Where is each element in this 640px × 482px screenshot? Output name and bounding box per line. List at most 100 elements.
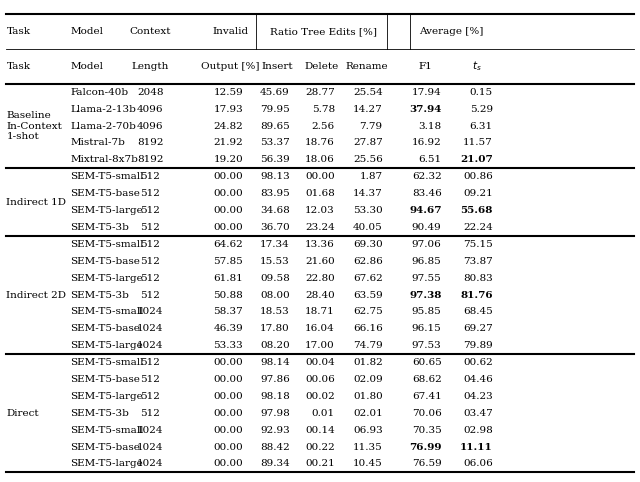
Text: 11.57: 11.57	[463, 138, 493, 147]
Text: 6.51: 6.51	[419, 155, 442, 164]
Text: 02.09: 02.09	[353, 375, 383, 384]
Text: 22.24: 22.24	[463, 223, 493, 232]
Text: 95.85: 95.85	[412, 308, 442, 316]
Text: Indirect 2D: Indirect 2D	[6, 291, 67, 299]
Text: 00.06: 00.06	[305, 375, 335, 384]
Text: 512: 512	[140, 223, 161, 232]
Text: SEM-T5-large: SEM-T5-large	[70, 392, 143, 401]
Text: 512: 512	[140, 257, 161, 266]
Text: Delete: Delete	[305, 62, 339, 71]
Text: 00.00: 00.00	[214, 375, 243, 384]
Text: 4096: 4096	[137, 105, 164, 114]
Text: $t_s$: $t_s$	[472, 60, 482, 73]
Text: Indirect 1D: Indirect 1D	[6, 198, 67, 207]
Text: SEM-T5-small: SEM-T5-small	[70, 240, 144, 249]
Text: 98.13: 98.13	[260, 172, 290, 181]
Text: 67.62: 67.62	[353, 274, 383, 282]
Text: 00.00: 00.00	[214, 206, 243, 215]
Text: 97.98: 97.98	[260, 409, 290, 418]
Text: 00.86: 00.86	[463, 172, 493, 181]
Text: 512: 512	[140, 274, 161, 282]
Text: 8192: 8192	[137, 155, 164, 164]
Text: Context: Context	[130, 27, 171, 36]
Text: 40.05: 40.05	[353, 223, 383, 232]
Text: 97.38: 97.38	[409, 291, 442, 299]
Text: 68.62: 68.62	[412, 375, 442, 384]
Text: 24.82: 24.82	[214, 121, 243, 131]
Text: 23.24: 23.24	[305, 223, 335, 232]
Text: 28.77: 28.77	[305, 88, 335, 97]
Text: SEM-T5-base: SEM-T5-base	[70, 324, 140, 333]
Text: 2.56: 2.56	[312, 121, 335, 131]
Text: SEM-T5-large: SEM-T5-large	[70, 206, 143, 215]
Text: 17.94: 17.94	[412, 88, 442, 97]
Text: 97.53: 97.53	[412, 341, 442, 350]
Text: 69.30: 69.30	[353, 240, 383, 249]
Text: 00.00: 00.00	[214, 459, 243, 469]
Text: 62.75: 62.75	[353, 308, 383, 316]
Text: 79.89: 79.89	[463, 341, 493, 350]
Text: 18.53: 18.53	[260, 308, 290, 316]
Text: 00.62: 00.62	[463, 358, 493, 367]
Text: 68.45: 68.45	[463, 308, 493, 316]
Text: Baseline
In-Context
1-shot: Baseline In-Context 1-shot	[6, 111, 62, 141]
Text: 97.86: 97.86	[260, 375, 290, 384]
Text: 81.76: 81.76	[460, 291, 493, 299]
Text: 4096: 4096	[137, 121, 164, 131]
Text: 10.45: 10.45	[353, 459, 383, 469]
Text: 92.93: 92.93	[260, 426, 290, 435]
Text: 3.18: 3.18	[419, 121, 442, 131]
Text: 17.00: 17.00	[305, 341, 335, 350]
Text: Model: Model	[70, 27, 104, 36]
Text: Llama-2-13b: Llama-2-13b	[70, 105, 136, 114]
Text: 94.67: 94.67	[409, 206, 442, 215]
Text: 1024: 1024	[137, 459, 164, 469]
Text: 17.80: 17.80	[260, 324, 290, 333]
Text: Output [%]: Output [%]	[201, 62, 260, 71]
Text: 21.60: 21.60	[305, 257, 335, 266]
Text: 75.15: 75.15	[463, 240, 493, 249]
Text: 83.46: 83.46	[412, 189, 442, 198]
Text: 512: 512	[140, 291, 161, 299]
Text: 27.87: 27.87	[353, 138, 383, 147]
Text: 512: 512	[140, 392, 161, 401]
Text: 04.46: 04.46	[463, 375, 493, 384]
Text: Length: Length	[132, 62, 169, 71]
Text: 18.06: 18.06	[305, 155, 335, 164]
Text: 01.68: 01.68	[305, 189, 335, 198]
Text: 98.14: 98.14	[260, 358, 290, 367]
Text: 512: 512	[140, 189, 161, 198]
Text: 00.04: 00.04	[305, 358, 335, 367]
Text: SEM-T5-large: SEM-T5-large	[70, 341, 143, 350]
Text: 67.41: 67.41	[412, 392, 442, 401]
Text: 03.47: 03.47	[463, 409, 493, 418]
Text: 76.99: 76.99	[409, 442, 442, 452]
Text: SEM-T5-base: SEM-T5-base	[70, 189, 140, 198]
Text: 02.98: 02.98	[463, 426, 493, 435]
Text: SEM-T5-base: SEM-T5-base	[70, 442, 140, 452]
Text: 55.68: 55.68	[460, 206, 493, 215]
Text: 14.37: 14.37	[353, 189, 383, 198]
Text: 1024: 1024	[137, 442, 164, 452]
Text: 88.42: 88.42	[260, 442, 290, 452]
Text: 15.53: 15.53	[260, 257, 290, 266]
Text: 09.21: 09.21	[463, 189, 493, 198]
Text: 06.06: 06.06	[463, 459, 493, 469]
Text: 89.65: 89.65	[260, 121, 290, 131]
Text: Falcon-40b: Falcon-40b	[70, 88, 129, 97]
Text: Insert: Insert	[261, 62, 293, 71]
Text: 512: 512	[140, 206, 161, 215]
Text: 00.00: 00.00	[214, 442, 243, 452]
Text: 14.27: 14.27	[353, 105, 383, 114]
Text: 45.69: 45.69	[260, 88, 290, 97]
Text: Ratio Tree Edits [%]: Ratio Tree Edits [%]	[269, 27, 377, 36]
Text: 16.92: 16.92	[412, 138, 442, 147]
Text: 70.35: 70.35	[412, 426, 442, 435]
Text: 63.59: 63.59	[353, 291, 383, 299]
Text: 34.68: 34.68	[260, 206, 290, 215]
Text: SEM-T5-small: SEM-T5-small	[70, 358, 144, 367]
Text: 1024: 1024	[137, 308, 164, 316]
Text: 00.02: 00.02	[305, 392, 335, 401]
Text: 79.95: 79.95	[260, 105, 290, 114]
Text: Task: Task	[6, 27, 31, 36]
